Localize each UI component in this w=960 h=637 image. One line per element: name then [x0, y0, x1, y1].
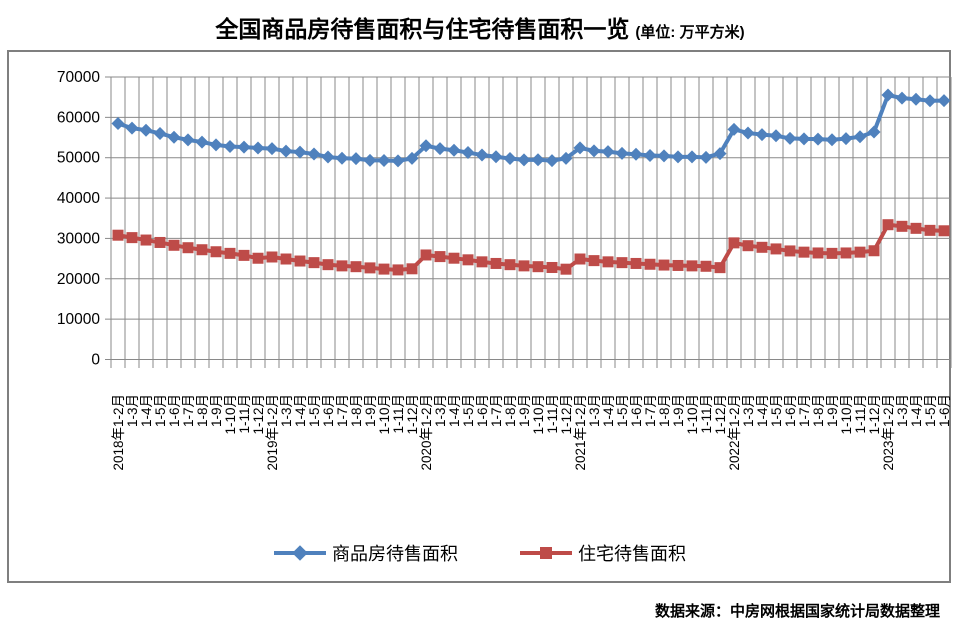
svg-text:1-3月: 1-3月: [587, 394, 602, 427]
svg-text:1-10月: 1-10月: [531, 394, 546, 435]
chart-legend: 商品房待售面积 住宅待售面积: [0, 540, 960, 566]
svg-text:2020年1-2月: 2020年1-2月: [419, 394, 434, 471]
data-source-note: 数据来源：中房网根据国家统计局数据整理: [654, 603, 940, 620]
svg-text:1-7月: 1-7月: [181, 394, 196, 427]
svg-text:1-3月: 1-3月: [741, 394, 756, 427]
svg-text:1-11月: 1-11月: [853, 394, 868, 434]
svg-text:1-11月: 1-11月: [699, 394, 714, 434]
svg-text:1-9月: 1-9月: [209, 394, 224, 427]
svg-text:1-11月: 1-11月: [391, 394, 406, 434]
svg-text:1-9月: 1-9月: [671, 394, 686, 427]
legend-swatch-commercial: [274, 545, 326, 561]
svg-text:1-9月: 1-9月: [517, 394, 532, 427]
svg-text:2022年1-2月: 2022年1-2月: [727, 394, 742, 471]
svg-text:1-4月: 1-4月: [139, 394, 154, 427]
svg-text:1-3月: 1-3月: [125, 394, 140, 427]
svg-text:1-12月: 1-12月: [559, 394, 574, 435]
svg-text:1-12月: 1-12月: [713, 394, 728, 435]
chart-title: 全国商品房待售面积与住宅待售面积一览: [215, 16, 630, 42]
svg-text:1-8月: 1-8月: [657, 394, 672, 427]
svg-text:1-9月: 1-9月: [825, 394, 840, 427]
svg-text:1-6月: 1-6月: [629, 394, 644, 427]
svg-text:50000: 50000: [57, 150, 100, 167]
svg-text:2023年1-2月: 2023年1-2月: [881, 394, 896, 471]
svg-text:1-7月: 1-7月: [643, 394, 658, 427]
svg-text:2021年1-2月: 2021年1-2月: [573, 394, 588, 471]
svg-text:1-4月: 1-4月: [909, 394, 924, 427]
svg-text:1-4月: 1-4月: [601, 394, 616, 427]
legend-item-commercial: 商品房待售面积: [274, 540, 458, 566]
svg-text:1-11月: 1-11月: [237, 394, 252, 434]
svg-text:1-4月: 1-4月: [293, 394, 308, 427]
svg-text:1-8月: 1-8月: [503, 394, 518, 427]
svg-text:1-8月: 1-8月: [811, 394, 826, 427]
svg-text:1-5月: 1-5月: [307, 394, 322, 427]
svg-text:1-10月: 1-10月: [223, 394, 238, 435]
svg-text:1-7月: 1-7月: [797, 394, 812, 427]
svg-text:1-12月: 1-12月: [867, 394, 882, 435]
svg-text:60000: 60000: [57, 109, 100, 126]
legend-label-commercial: 商品房待售面积: [332, 544, 458, 564]
svg-text:10000: 10000: [57, 311, 100, 328]
svg-text:40000: 40000: [57, 190, 100, 207]
svg-text:1-12月: 1-12月: [251, 394, 266, 435]
svg-text:1-3月: 1-3月: [433, 394, 448, 427]
svg-text:1-6月: 1-6月: [321, 394, 336, 427]
svg-text:1-6月: 1-6月: [937, 394, 952, 427]
legend-label-residential: 住宅待售面积: [578, 544, 686, 564]
svg-text:1-7月: 1-7月: [335, 394, 350, 427]
series-1: [112, 219, 950, 276]
chart-title-row: 全国商品房待售面积与住宅待售面积一览 (单位: 万平方米): [0, 10, 960, 44]
svg-text:1-6月: 1-6月: [475, 394, 490, 427]
chart-unit-label: (单位: 万平方米): [635, 24, 745, 41]
diamond-marker-icon: [292, 545, 308, 561]
svg-text:1-5月: 1-5月: [923, 394, 938, 427]
legend-swatch-residential: [520, 547, 572, 559]
svg-text:1-5月: 1-5月: [461, 394, 476, 427]
series-0: [111, 88, 951, 168]
svg-text:30000: 30000: [57, 230, 100, 247]
svg-text:20000: 20000: [57, 271, 100, 288]
svg-text:1-10月: 1-10月: [839, 394, 854, 435]
svg-text:1-12月: 1-12月: [405, 394, 420, 435]
svg-text:1-8月: 1-8月: [349, 394, 364, 427]
svg-text:70000: 70000: [57, 69, 100, 86]
svg-text:1-5月: 1-5月: [769, 394, 784, 427]
legend-item-residential: 住宅待售面积: [520, 540, 686, 566]
svg-text:1-3月: 1-3月: [279, 394, 294, 427]
svg-text:1-8月: 1-8月: [195, 394, 210, 427]
svg-text:1-10月: 1-10月: [685, 394, 700, 435]
svg-text:1-3月: 1-3月: [895, 394, 910, 427]
svg-text:1-9月: 1-9月: [363, 394, 378, 427]
svg-text:0: 0: [91, 352, 100, 369]
svg-text:1-6月: 1-6月: [167, 394, 182, 427]
svg-text:1-4月: 1-4月: [447, 394, 462, 427]
gridlines: [105, 76, 952, 368]
svg-text:1-10月: 1-10月: [377, 394, 392, 435]
svg-text:1-11月: 1-11月: [545, 394, 560, 434]
svg-text:2018年1-2月: 2018年1-2月: [111, 394, 126, 471]
svg-text:1-7月: 1-7月: [489, 394, 504, 427]
svg-text:1-5月: 1-5月: [615, 394, 630, 427]
svg-text:2019年1-2月: 2019年1-2月: [265, 394, 280, 471]
svg-text:1-5月: 1-5月: [153, 394, 168, 427]
axis-labels: 0 10000 20000 30000 40000 50000 60000 70000 2018…: [57, 69, 952, 471]
svg-text:1-4月: 1-4月: [755, 394, 770, 427]
square-marker-icon: [540, 547, 552, 559]
svg-text:1-6月: 1-6月: [783, 394, 798, 427]
